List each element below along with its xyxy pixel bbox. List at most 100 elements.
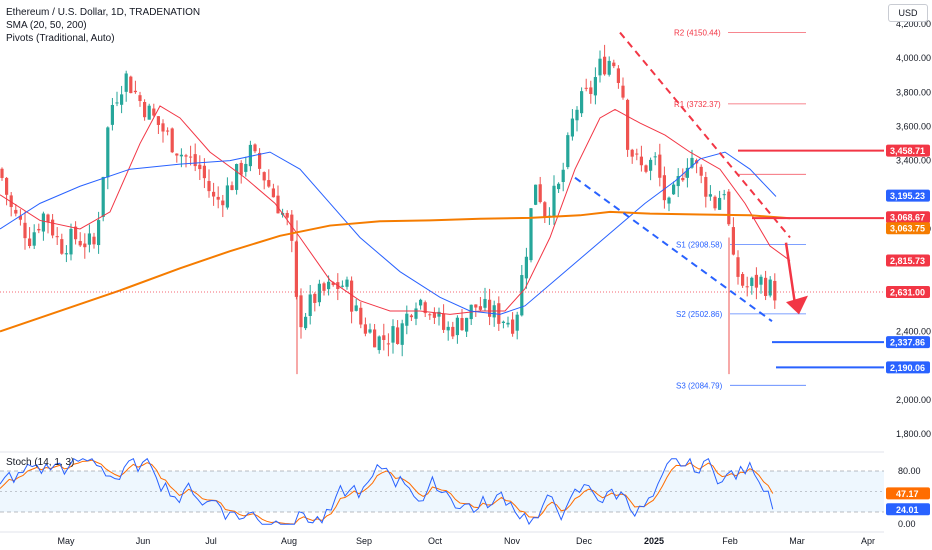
candle-body	[133, 90, 137, 93]
stoch-d-value: 47.17	[896, 489, 919, 499]
candle-body	[308, 294, 312, 317]
candle-body	[248, 144, 252, 167]
candle-body	[437, 311, 441, 317]
currency-button[interactable]: USD	[888, 4, 928, 22]
price-tick-label: 3,400.00	[896, 156, 931, 166]
price-tag-label: 2,337.86	[890, 338, 925, 348]
symbol-title[interactable]: Ethereum / U.S. Dollar, 1D, TRADENATION	[6, 7, 201, 18]
candle-body	[593, 77, 597, 96]
price-tick-label: 3,600.00	[896, 121, 931, 131]
candle-body	[658, 154, 662, 178]
candle-body	[460, 318, 464, 331]
candle-body	[543, 202, 547, 218]
candle-body	[639, 156, 643, 166]
candle-body	[773, 280, 777, 301]
candle-body	[681, 177, 685, 181]
candle-body	[161, 123, 165, 132]
candle-body	[41, 213, 45, 232]
candle-body	[538, 184, 542, 203]
candle-body	[78, 241, 82, 246]
candle-body	[497, 303, 501, 324]
candle-body	[736, 257, 740, 277]
candle-body	[253, 144, 257, 152]
time-tick-label: Apr	[861, 536, 875, 546]
candle-body	[175, 153, 179, 156]
stoch-legend[interactable]: Stoch (14, 1, 3)	[6, 457, 75, 468]
price-tag-label: 2,190.06	[890, 363, 925, 373]
candle-body	[129, 76, 133, 94]
candle-body	[110, 104, 114, 125]
candle-body	[731, 227, 735, 255]
price-axis[interactable]: 4,200.00 4,000.00 3,800.00 3,600.00 3,400.00…	[884, 0, 932, 550]
candle-body	[350, 280, 354, 312]
candle-body	[179, 154, 183, 157]
stoch-k-tag	[886, 503, 930, 516]
candle-body	[9, 195, 13, 208]
candle-body	[202, 165, 206, 179]
price-tag	[886, 286, 930, 298]
time-tick-label: Nov	[504, 536, 521, 546]
candle-body	[428, 314, 432, 316]
candle-body	[529, 208, 533, 261]
candle-body	[64, 253, 68, 255]
candle-body	[621, 85, 625, 98]
candle-body	[106, 127, 110, 178]
candle-body	[644, 165, 648, 172]
time-axis[interactable]: May Jun Jul Aug Sep Oct Nov Dec 2025 Feb Mar Apr	[57, 536, 875, 546]
candle-body	[750, 277, 754, 286]
candle-body	[124, 73, 128, 92]
candle-body	[478, 306, 482, 310]
candle-body	[386, 343, 390, 345]
candle-body	[465, 317, 469, 332]
candle-body	[713, 196, 717, 209]
sma50-line	[0, 151, 777, 315]
candle-body	[55, 236, 59, 238]
candle-body	[152, 108, 156, 116]
candle-body	[722, 194, 726, 196]
candle-body	[184, 155, 188, 157]
price-tag-label: 3,068.67	[890, 213, 925, 223]
candle-body	[524, 256, 528, 279]
candle-body	[368, 329, 372, 333]
candle-body	[580, 91, 584, 114]
candle-body	[405, 313, 409, 326]
candle-body	[51, 219, 55, 236]
candle-body	[313, 293, 317, 303]
stoch-tick-label: 80.00	[898, 466, 921, 476]
moving-averages	[0, 105, 791, 333]
sma-legend[interactable]: SMA (20, 50, 200)	[6, 20, 87, 31]
candle-body	[363, 324, 367, 334]
pivots-legend[interactable]: Pivots (Traditional, Auto)	[6, 33, 115, 44]
candle-body	[285, 212, 289, 218]
candle-body	[616, 68, 620, 83]
candle-body	[598, 58, 602, 76]
candle-body	[101, 176, 105, 217]
time-tick-label: Oct	[428, 536, 443, 546]
stoch-d-tag	[886, 487, 930, 500]
candle-body	[552, 185, 556, 217]
candle-body	[474, 304, 478, 308]
pivot-label: R1 (3732.37)	[674, 100, 721, 109]
candle-body	[708, 194, 712, 197]
price-tag	[886, 189, 930, 202]
pivot-levels: R2 (4150.44)R1 (3732.37)PS1 (2908.58)S2 …	[674, 28, 806, 390]
candle-body	[87, 233, 91, 245]
candle-body	[423, 302, 427, 314]
candle-body	[120, 94, 124, 105]
candle-body	[198, 164, 202, 170]
candle-body	[391, 326, 395, 343]
price-tag-label: 2,815.73	[890, 256, 925, 266]
price-tag	[886, 211, 930, 224]
candle-body	[331, 282, 335, 286]
candle-body	[46, 214, 50, 223]
price-tick-label: 4,000.00	[896, 53, 931, 63]
candle-body	[235, 164, 239, 190]
candle-body	[442, 313, 446, 330]
candle-body	[239, 162, 243, 175]
candle-body	[662, 175, 666, 201]
stoch-pane: 80.00 0.00 47.17 24.01	[0, 457, 930, 529]
candle-body	[28, 238, 32, 247]
pivot-label: S3 (2084.79)	[676, 381, 723, 390]
candle-body	[718, 197, 722, 210]
